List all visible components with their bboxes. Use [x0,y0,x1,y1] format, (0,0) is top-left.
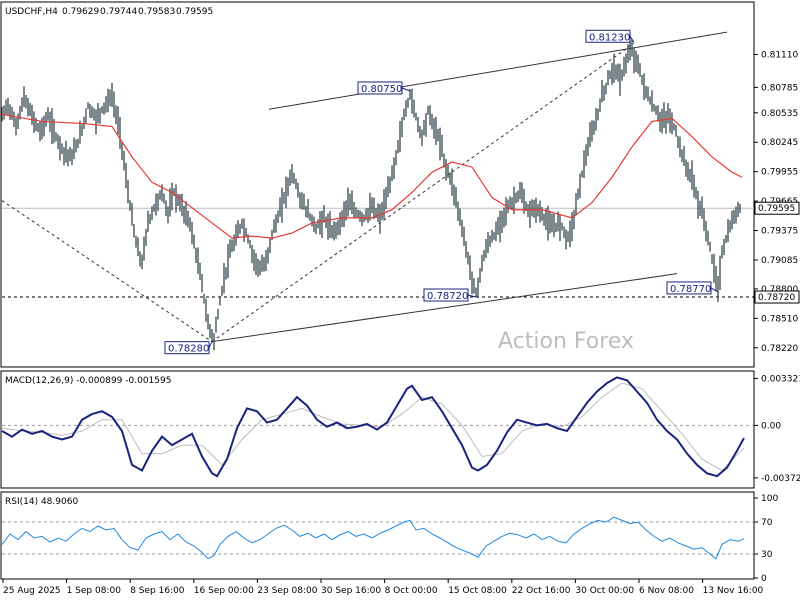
price-tick-label: 0.79375 [761,227,798,237]
annotation-pointer [467,294,477,298]
time-tick-label: 23 Sep 08:00 [257,586,317,596]
support-label: 0.78720 [758,293,795,303]
rsi-header: RSI(14) 48.9060 [5,497,78,507]
price-tick-label: 0.78510 [761,314,798,324]
rsi-tick-label: 100 [761,494,778,504]
rsi-tick-label: 0 [761,574,767,584]
price-layer: 0.78280 0.80750 0.78720 0.81230 0.78770 [1,29,754,355]
time-tick-label: 30 Sep 16:00 [321,586,381,596]
annotation-pointer [629,35,635,43]
rsi-layer [1,516,754,560]
price-header-close: 0.79595 [176,7,213,17]
time-tick-label: 22 Oct 16:00 [512,586,571,596]
time-tick-label: 13 Nov 16:00 [703,586,764,596]
price-panel: USDCHF,H4 0.79629 0.79744 0.79583 0.7959… [0,1,800,368]
price-tick-label: 0.80245 [761,138,798,148]
price-header-high: 0.79744 [100,7,137,17]
rsi-tick-label: 30 [761,550,773,560]
macd-main-line [1,376,745,478]
time-axis: 25 Aug 2025 1 Sep 08:00 8 Sep 16:00 16 Sep … [2,579,764,596]
trendline-up [211,42,635,343]
time-tick-label: 16 Sep 00:00 [194,586,254,596]
channel-lower-line [211,273,678,343]
current-price-box [754,201,800,215]
rsi-tick-label: 70 [761,518,773,528]
price-header-open: 0.79629 [62,7,99,17]
annotation-label: 0.78280 [168,344,209,355]
annotation-label: 0.78770 [670,284,711,295]
support-label-box [754,290,800,304]
annotation-pointer [208,341,213,348]
macd-header: MACD(12,26,9) -0.000899 -0.001595 [5,376,171,386]
price-tick-label: 0.78800 [761,285,798,295]
annotation-box [585,29,631,43]
price-panel-frame [0,1,755,368]
time-tick-label: 25 Aug 2025 [3,586,61,596]
rsi-panel: RSI(14) 48.9060 100 70 30 0 [0,491,778,584]
moving-average-line [1,113,743,239]
time-tick-label: 30 Oct 00:00 [575,586,634,596]
macd-axis: 0.003321 0.00 -0.003723 [754,375,800,484]
macd-tick-label: 0.00 [761,421,781,431]
macd-panel: MACD(12,26,9) -0.000899 -0.001595 0.0033… [0,370,800,489]
annotation-pointer [710,287,719,293]
price-header-low: 0.79583 [138,7,175,17]
macd-tick-label: 0.003321 [761,375,800,385]
rsi-panel-frame [0,491,755,580]
macd-tick-label: -0.003723 [761,474,800,484]
current-price-label: 0.79595 [758,204,795,214]
price-tick-label: 0.79085 [761,256,798,266]
time-tick-label: 6 Nov 08:00 [639,586,694,596]
time-tick-label: 8 Oct 00:00 [385,586,438,596]
annotation-pointer [401,87,411,92]
channel-upper-line [268,31,728,110]
annotation-label: 0.81230 [589,32,630,43]
annotation-label: 0.80750 [361,84,402,95]
macd-layer [1,376,754,478]
watermark: Action Forex [498,329,634,354]
price-tick-label: 0.81110 [761,50,798,60]
price-tick-label: 0.80785 [761,83,798,93]
time-tick-label: 15 Oct 08:00 [448,586,507,596]
time-tick-label: 1 Sep 08:00 [67,586,122,596]
rsi-axis: 100 70 30 0 [754,494,778,584]
price-tick-label: 0.78220 [761,344,798,354]
trendline-down [1,200,213,343]
price-tick-label: 0.79955 [761,168,798,178]
price-tick-label: 0.80535 [761,109,798,119]
time-tick-label: 8 Sep 16:00 [130,586,185,596]
annotation-label: 0.78720 [427,291,468,302]
rsi-line [1,516,745,560]
price-axis: 0.811100.807850.805350.802450.799550.796… [754,50,800,354]
price-header-symbol: USDCHF,H4 [5,7,58,17]
